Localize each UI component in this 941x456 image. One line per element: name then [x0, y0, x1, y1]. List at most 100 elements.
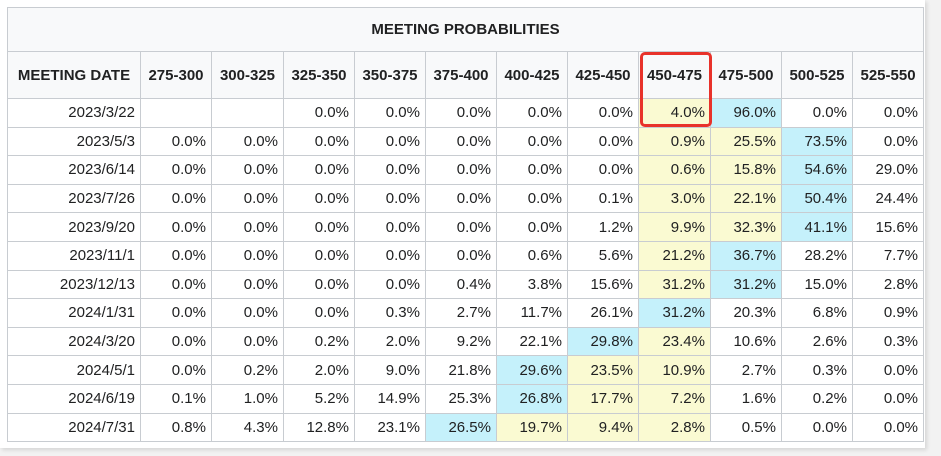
probability-cell: 0.0% — [425, 155, 497, 185]
probability-cell: 0.2% — [781, 383, 853, 414]
probability-cell: 0.0% — [354, 183, 426, 214]
probability-cell: 50.4% — [781, 183, 853, 214]
column-header-350-375: 350-375 — [354, 51, 426, 99]
probability-cell: 0.8% — [140, 412, 212, 443]
column-header-525-550: 525-550 — [851, 51, 925, 99]
probability-cell: 0.0% — [781, 98, 853, 128]
probability-cell: 6.8% — [781, 298, 853, 328]
meeting-date-cell: 2024/1/31 — [7, 298, 141, 328]
table-row: 2023/7/26 0.0% 0.0% 0.0% 0.0% 0.0% 0.0% 0.1% 3.0… — [7, 183, 925, 214]
column-header-meeting-date: MEETING DATE — [7, 51, 141, 99]
column-header-450-475: 450-475 — [638, 51, 711, 99]
probability-cell: 10.6% — [710, 326, 782, 357]
probability-cell: 23.4% — [638, 326, 711, 357]
table-row: 2023/11/1 0.0% 0.0% 0.0% 0.0% 0.0% 0.6% 5.6% 21.… — [7, 240, 925, 271]
probability-cell: 3.8% — [496, 269, 568, 300]
table-row: 2024/5/1 0.0% 0.2% 2.0% 9.0% 21.8% 29.6% 23.5% 1… — [7, 355, 925, 385]
table-row: 2023/6/14 0.0% 0.0% 0.0% 0.0% 0.0% 0.0% 0.0% 0.6… — [7, 155, 925, 185]
probability-cell: 32.3% — [710, 212, 782, 242]
meeting-date-cell: 2023/7/26 — [7, 183, 141, 214]
probability-cell: 2.0% — [283, 355, 355, 385]
probability-cell: 0.0% — [140, 298, 212, 328]
probability-cell: 24.4% — [851, 183, 925, 214]
probability-cell: 0.0% — [354, 269, 426, 300]
probability-cell: 0.0% — [211, 298, 284, 328]
probability-cell: 11.7% — [496, 298, 568, 328]
probability-cell: 0.4% — [425, 269, 497, 300]
meeting-date-cell: 2023/11/1 — [7, 240, 141, 271]
probability-cell: 1.0% — [211, 383, 284, 414]
probability-cell: 4.3% — [211, 412, 284, 443]
probability-cell: 2.0% — [354, 326, 426, 357]
probability-cell: 0.0% — [283, 98, 355, 128]
table-title: MEETING PROBABILITIES — [6, 7, 925, 52]
table-row: 2023/9/20 0.0% 0.0% 0.0% 0.0% 0.0% 0.0% 1.2% 9.9… — [7, 212, 925, 242]
probability-cell: 0.0% — [425, 183, 497, 214]
probability-cell: 0.6% — [638, 155, 711, 185]
probability-cell: 0.0% — [354, 240, 426, 271]
meeting-date-cell: 2023/6/14 — [7, 155, 141, 185]
probability-cell: 0.0% — [140, 126, 212, 157]
probability-cell: 0.0% — [283, 126, 355, 157]
probability-cell: 4.0% — [638, 98, 711, 128]
table-row: 2024/1/31 0.0% 0.0% 0.0% 0.3% 2.7% 11.7% 26.1% 3… — [7, 298, 925, 328]
probability-cell: 25.3% — [425, 383, 497, 414]
probability-cell: 31.2% — [638, 298, 711, 328]
table-row: 2024/3/20 0.0% 0.0% 0.2% 2.0% 9.2% 22.1% 29.8% 2… — [7, 326, 925, 357]
meeting-date-cell: 2023/9/20 — [7, 212, 141, 242]
probability-cell: 54.6% — [781, 155, 853, 185]
probability-cell: 0.0% — [283, 240, 355, 271]
probability-cell: 19.7% — [496, 412, 568, 443]
probability-cell: 2.7% — [710, 355, 782, 385]
meeting-date-cell: 2024/6/19 — [7, 383, 141, 414]
column-header-325-350: 325-350 — [283, 51, 355, 99]
probability-cell: 0.1% — [140, 383, 212, 414]
probability-cell: 0.0% — [425, 240, 497, 271]
probability-cell: 5.2% — [283, 383, 355, 414]
probability-cell: 14.9% — [354, 383, 426, 414]
probability-cell: 1.2% — [567, 212, 639, 242]
probability-cell: 0.0% — [140, 212, 212, 242]
probability-cell: 29.8% — [567, 326, 639, 357]
probability-cell: 0.0% — [283, 155, 355, 185]
probability-cell: 2.8% — [851, 269, 925, 300]
table-row: 2024/6/19 0.1% 1.0% 5.2% 14.9% 25.3% 26.8% 17.7… — [7, 383, 925, 414]
probability-cell: 0.0% — [425, 126, 497, 157]
meeting-date-cell: 2024/3/20 — [7, 326, 141, 357]
probability-cell: 0.0% — [354, 98, 426, 128]
probability-cell: 9.9% — [638, 212, 711, 242]
probability-cell: 0.0% — [354, 155, 426, 185]
column-header-400-425: 400-425 — [496, 51, 568, 99]
table-row: 2023/12/13 0.0% 0.0% 0.0% 0.0% 0.4% 3.8% 15.6% 3… — [7, 269, 925, 300]
table-row: 2024/7/31 0.8% 4.3% 12.8% 23.1% 26.5% 19.7% 9.4… — [7, 412, 925, 443]
probability-cell: 0.0% — [781, 412, 853, 443]
probability-cell: 31.2% — [710, 269, 782, 300]
probability-cell: 15.8% — [710, 155, 782, 185]
probability-cell: 0.0% — [140, 240, 212, 271]
probability-cell: 1.6% — [710, 383, 782, 414]
probability-cell: 21.8% — [425, 355, 497, 385]
probability-cell — [140, 98, 212, 128]
probability-cell: 0.0% — [425, 212, 497, 242]
probability-cell: 0.0% — [851, 355, 925, 385]
probability-cell: 0.0% — [496, 183, 568, 214]
probability-cell: 36.7% — [710, 240, 782, 271]
probability-cell: 0.0% — [211, 212, 284, 242]
probability-cell: 0.2% — [283, 326, 355, 357]
probability-cell: 26.5% — [425, 412, 497, 443]
probability-cell: 29.6% — [496, 355, 568, 385]
probability-cell: 0.5% — [710, 412, 782, 443]
probability-cell: 0.2% — [211, 355, 284, 385]
probability-cell: 0.0% — [851, 412, 925, 443]
probability-cell: 0.0% — [283, 298, 355, 328]
probability-cell: 0.3% — [851, 326, 925, 357]
probability-cell: 0.3% — [354, 298, 426, 328]
probability-cell: 2.7% — [425, 298, 497, 328]
probability-cell: 0.0% — [140, 326, 212, 357]
probability-cell: 28.2% — [781, 240, 853, 271]
probability-cell: 9.4% — [567, 412, 639, 443]
probability-cell: 12.8% — [283, 412, 355, 443]
probability-cell: 0.1% — [567, 183, 639, 214]
probability-cell: 0.0% — [283, 212, 355, 242]
probability-cell: 41.1% — [781, 212, 853, 242]
